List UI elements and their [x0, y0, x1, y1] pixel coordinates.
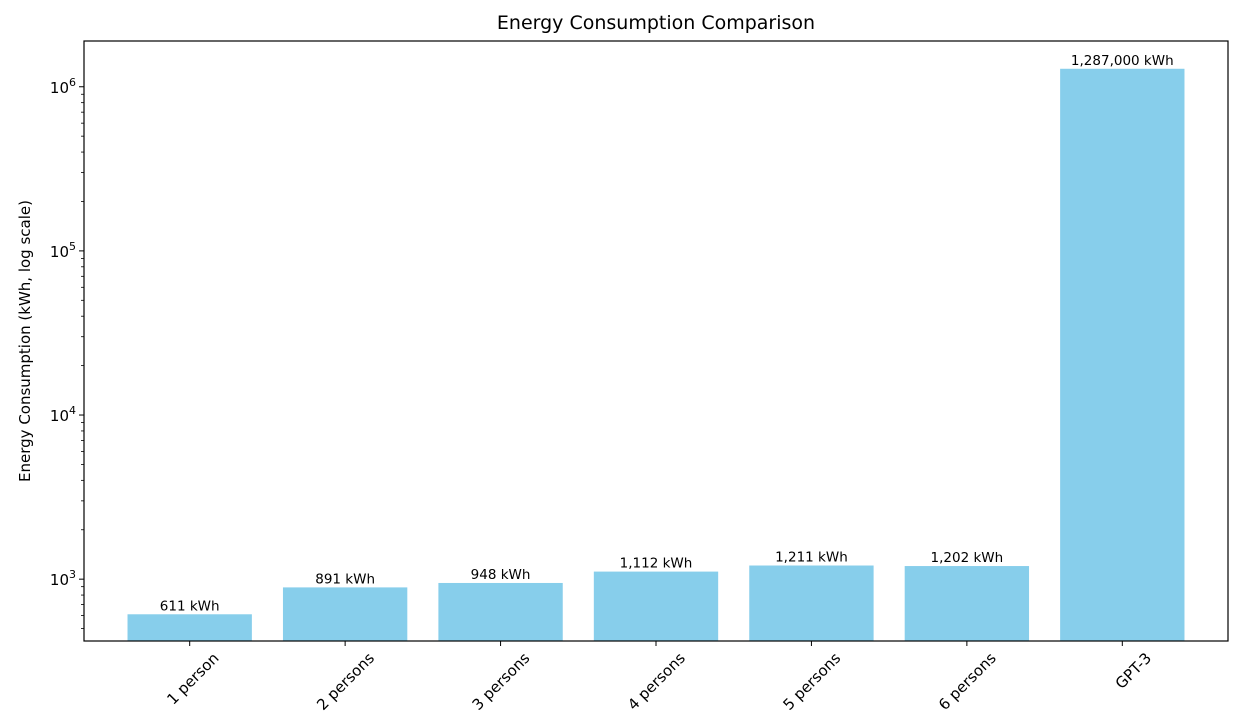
data-label: 611 kWh: [160, 598, 220, 614]
data-label: 948 kWh: [471, 567, 531, 583]
x-tick-labels: 1 person 2 persons 3 persons 4 persons 5 per…: [163, 649, 1155, 714]
y-axis-label: Energy Consumption (kWh, log scale): [16, 200, 34, 482]
y-tick-base: 10: [50, 571, 69, 589]
data-label: 1,202 kWh: [931, 550, 1004, 566]
bar-3: [593, 571, 719, 641]
y-tick-label: 103: [50, 568, 76, 589]
y-tick-base: 10: [50, 407, 69, 425]
y-tick-label: 104: [50, 404, 76, 425]
x-tick-label: GPT-3: [1112, 649, 1155, 692]
y-tick-exponent: 6: [69, 76, 76, 89]
chart-title: Energy Consumption Comparison: [497, 12, 815, 34]
y-tick-label: 105: [50, 240, 76, 261]
x-tick-label: 1 person: [163, 649, 222, 708]
bar-2: [438, 582, 563, 641]
x-tick-label: 2 persons: [313, 649, 378, 714]
bar-5: [904, 566, 1030, 641]
y-tick-exponent: 3: [69, 568, 76, 581]
plot-frame: [83, 40, 1229, 642]
data-label: 1,211 kWh: [775, 550, 848, 566]
x-tick-label: 3 persons: [469, 649, 534, 714]
x-tick-label: 4 persons: [624, 649, 689, 714]
x-tick-label: 5 persons: [780, 649, 845, 714]
y-tick-base: 10: [50, 79, 69, 97]
data-labels: 611 kWh 891 kWh 948 kWh 1,112 kWh 1,211 kWh 1…: [160, 53, 1174, 615]
bars-group: [127, 68, 1185, 642]
bar-1: [282, 587, 408, 641]
bar-0: [127, 614, 252, 641]
data-label: 1,287,000 kWh: [1071, 53, 1174, 69]
y-tick-exponent: 5: [69, 240, 76, 253]
x-tick-label: 6 persons: [935, 649, 1000, 714]
y-tick-base: 10: [50, 243, 69, 261]
bar-6: [1060, 68, 1185, 642]
y-tick-label: 106: [50, 76, 76, 97]
bar-4: [749, 565, 874, 641]
y-tick-exponent: 4: [69, 404, 76, 417]
data-label: 891 kWh: [315, 571, 375, 587]
data-label: 1,112 kWh: [620, 556, 693, 572]
